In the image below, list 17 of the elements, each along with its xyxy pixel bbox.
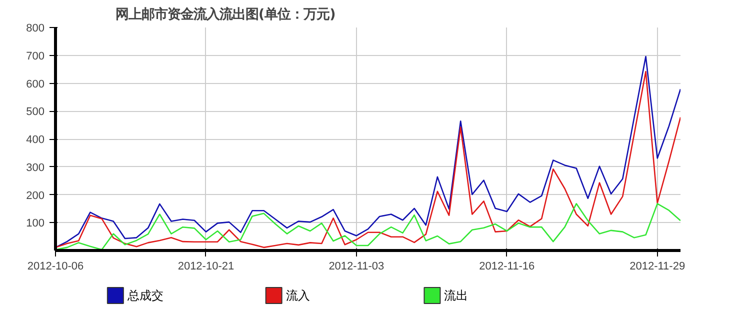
legend-label: 流入 — [286, 288, 310, 302]
legend-label: 总成交 — [126, 288, 164, 302]
x-tick-label: 2012-10-06 — [27, 260, 84, 272]
y-tick-label: 200 — [26, 190, 45, 202]
y-tick-label: 500 — [26, 106, 45, 118]
y-tick-label: 700 — [26, 50, 45, 62]
y-tick-label: 800 — [26, 22, 45, 34]
x-tick-label: 2012-11-29 — [630, 260, 686, 272]
y-tick-label: 400 — [26, 134, 45, 146]
y-tick-label: 600 — [26, 78, 45, 90]
x-tick-label: 2012-11-03 — [328, 260, 384, 272]
y-tick-label: 300 — [26, 162, 45, 174]
legend-label: 流出 — [444, 288, 468, 302]
y-tick-label: 100 — [26, 218, 45, 230]
x-tick-label: 2012-11-16 — [479, 260, 535, 272]
x-tick-label: 2012-10-21 — [178, 260, 234, 272]
chart-title: 网上邮市资金流入流出图(单位：万元) — [116, 6, 336, 22]
